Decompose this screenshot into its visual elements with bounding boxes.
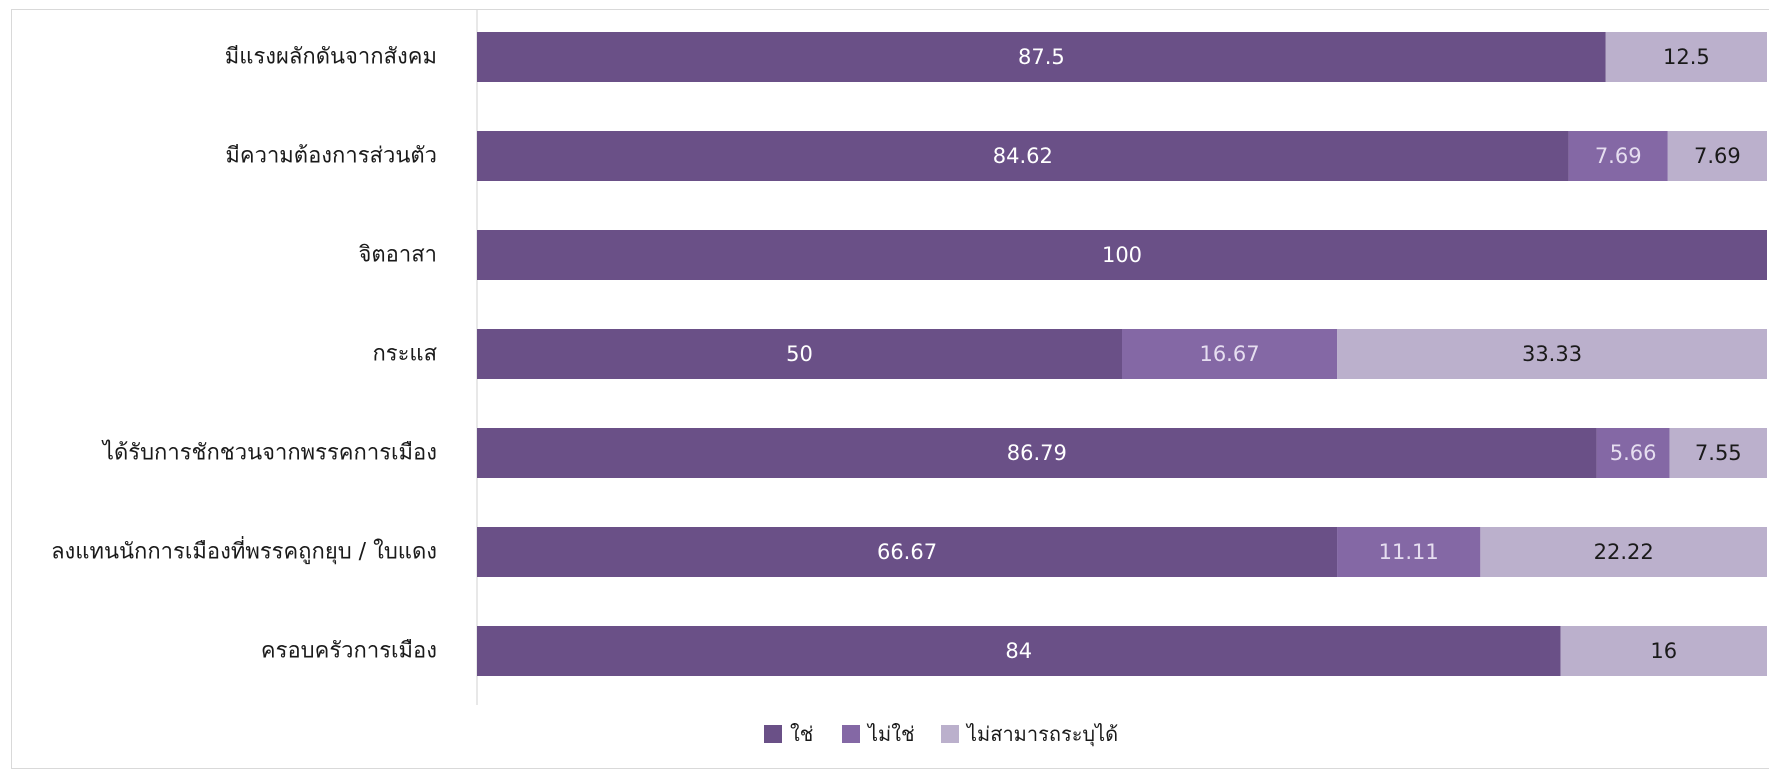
category-label: มีแรงผลักดันจากสังคม xyxy=(225,45,437,70)
data-label: 16.67 xyxy=(1199,342,1259,366)
data-label: 84.62 xyxy=(993,144,1053,168)
bar-segment xyxy=(1568,131,1668,181)
bar-segment xyxy=(1122,329,1338,379)
category-label: มีความต้องการส่วนตัว xyxy=(225,144,437,169)
data-label: 7.69 xyxy=(1694,144,1741,168)
data-label: 86.79 xyxy=(1007,441,1067,465)
legend-label: ไม่ใช่ xyxy=(866,722,915,746)
bar-segment xyxy=(1605,32,1767,82)
data-label: 50 xyxy=(786,342,813,366)
bar-segment xyxy=(477,329,1122,379)
category-label: จิตอาสา xyxy=(358,243,437,268)
data-label: 5.66 xyxy=(1610,441,1657,465)
data-label: 87.5 xyxy=(1018,45,1065,69)
bar-segment xyxy=(477,131,1569,181)
legend-swatch xyxy=(842,725,860,743)
data-label: 66.67 xyxy=(877,540,937,564)
bar-segment xyxy=(477,230,1767,280)
data-label: 12.5 xyxy=(1663,45,1710,69)
bar-segment xyxy=(477,428,1597,478)
bar-segment xyxy=(477,626,1561,676)
legend-swatch xyxy=(941,725,959,743)
category-labels: มีแรงผลักดันจากสังคมมีความต้องการส่วนตัว… xyxy=(51,45,438,664)
bar-segment xyxy=(1337,329,1767,379)
bar-segment xyxy=(1596,428,1670,478)
bar-segment xyxy=(1667,131,1767,181)
legend-label: ไม่สามารถระบุได้ xyxy=(965,722,1118,747)
data-label: 100 xyxy=(1102,243,1142,267)
category-label: กระแส xyxy=(372,342,437,367)
legend: ใช่ ไม่ใช่ ไม่สามารถระบุได้ xyxy=(764,722,1118,747)
data-label: 22.22 xyxy=(1594,540,1654,564)
data-label: 11.11 xyxy=(1379,540,1439,564)
bar-segment xyxy=(1560,626,1767,676)
category-label: ครอบครัวการเมือง xyxy=(261,639,437,664)
bar-segment xyxy=(477,527,1338,577)
data-label: 84 xyxy=(1005,639,1032,663)
legend-swatch xyxy=(764,725,782,743)
data-label: 7.55 xyxy=(1695,441,1742,465)
bar-segment xyxy=(1337,527,1481,577)
legend-label: ใช่ xyxy=(790,722,813,746)
category-label: ได้รับการชักชวนจากพรรคการเมือง xyxy=(101,440,437,466)
data-label: 7.69 xyxy=(1595,144,1642,168)
value-labels: 87.5 12.5 84.62 7.69 7.69 100 50 16.67 33.33 86.7… xyxy=(786,45,1742,663)
data-label: 33.33 xyxy=(1522,342,1582,366)
bar-segment xyxy=(1669,428,1767,478)
bar-segment xyxy=(477,32,1606,82)
category-label: ลงแทนนักการเมืองที่พรรคถูกยุบ / ใบแดง xyxy=(51,536,437,565)
bar-segment xyxy=(1480,527,1767,577)
data-label: 16 xyxy=(1650,639,1677,663)
bars-layer xyxy=(477,32,1767,676)
